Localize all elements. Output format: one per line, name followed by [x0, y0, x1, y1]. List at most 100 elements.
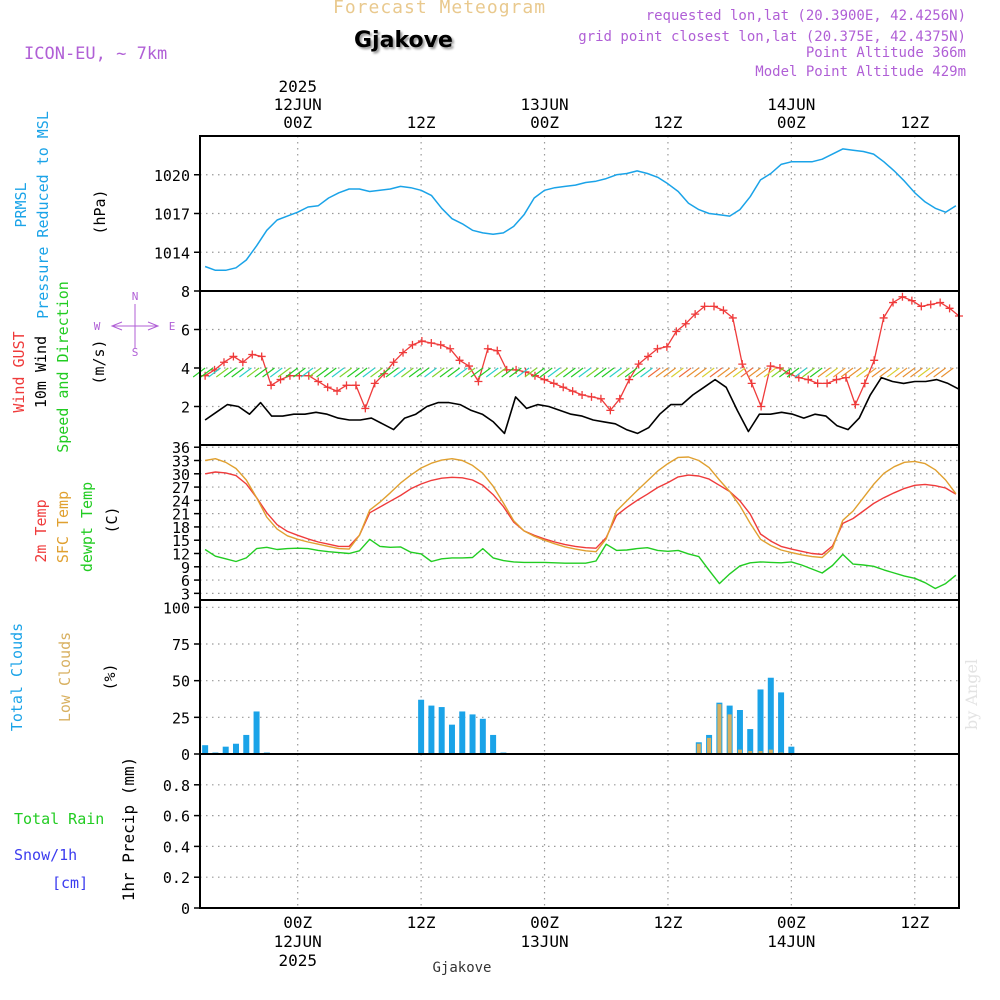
low-cloud-bar: [696, 743, 701, 754]
wind-direction-arrow: [524, 367, 538, 378]
wind-direction-arrow: [725, 367, 738, 378]
wind-direction-arrow: [794, 367, 808, 378]
wind-gust-marker: [851, 400, 860, 409]
y-tick-label: 0: [181, 746, 190, 764]
temp-sfc-line: [204, 456, 957, 559]
wind-gust-marker: [653, 344, 662, 353]
wind-gust-marker: [559, 383, 568, 392]
wind-direction-arrow: [617, 367, 630, 378]
wind-direction-arrow: [254, 367, 268, 378]
wind-unit-label: (m/s): [90, 339, 108, 384]
wind-direction-arrow: [701, 367, 715, 378]
low-cloud-bar: [717, 704, 722, 754]
panel-frame: [199, 599, 960, 755]
wind-gust-marker: [738, 360, 747, 369]
y-tick-label: 25: [172, 709, 190, 727]
wind-direction-arrow: [709, 367, 723, 378]
pressure-unit-label: (hPa): [91, 189, 109, 234]
y-tick-label: 18: [172, 519, 190, 537]
wind-gust-marker: [257, 352, 266, 361]
dewpt-line: [204, 538, 957, 590]
wind-direction-arrow: [640, 367, 653, 378]
wind-direction-arrow: [593, 367, 607, 378]
top-time-label: 12JUN: [274, 95, 322, 114]
low-cloud-bar: [727, 714, 732, 754]
top-time-label: 00Z: [283, 113, 312, 132]
wind-direction-arrow: [917, 367, 931, 378]
wind-direction-arrow: [833, 367, 846, 378]
y-tick-label: 6: [181, 572, 190, 590]
y-tick-label: 6: [181, 322, 190, 340]
wind-direction-arrow: [856, 367, 869, 378]
y-tick-label: 75: [172, 636, 190, 654]
wind-direction-arrow: [269, 367, 283, 378]
wind-direction-arrow: [717, 367, 730, 378]
wind-direction-arrow: [470, 367, 484, 378]
wind-direction-arrow: [331, 367, 345, 378]
wind-direction-arrow: [771, 367, 784, 378]
wind-gust-marker: [766, 362, 775, 371]
wind-direction-arrow: [671, 367, 684, 378]
location-title: Gjakove: [354, 28, 453, 53]
series-lines: [200, 148, 960, 909]
wind-gust-marker: [333, 387, 342, 396]
wind-gust-marker: [370, 379, 379, 388]
wind-gust-marker: [314, 377, 323, 386]
wind-direction-arrow: [825, 367, 838, 378]
requested-coords: requested lon,lat (20.3900E, 42.4256N): [645, 8, 966, 24]
wind-gust-marker: [238, 358, 247, 367]
temp-2m-line: [204, 471, 957, 556]
wind-gust-marker: [700, 302, 709, 311]
wind-gust-marker: [813, 379, 822, 388]
wind-gust-marker: [634, 360, 643, 369]
wind-direction-arrow: [871, 367, 885, 378]
wind-gust-marker: [794, 373, 803, 382]
y-tick-label: 24: [172, 492, 190, 510]
wind-gust-marker: [747, 379, 756, 388]
wind-direction-arrow: [902, 367, 916, 378]
compass-south: S: [132, 346, 139, 359]
wind-gust-marker: [474, 377, 483, 386]
y-tick-label: 1017: [154, 206, 190, 224]
wind-gust-marker: [709, 302, 718, 311]
wind-direction-arrow: [570, 367, 584, 378]
wind-gust-marker: [427, 338, 436, 347]
total-cloud-bar: [438, 707, 445, 754]
wind-gust-marker: [606, 406, 615, 415]
wind-speed-line: [204, 376, 960, 435]
wind-gust-marker: [464, 362, 473, 371]
y-tick-label: 1020: [154, 167, 190, 185]
total-cloud-bar: [490, 734, 497, 754]
y-tick-label: 1014: [154, 244, 190, 262]
wind-gust-marker: [879, 313, 888, 322]
prmsl-line: [204, 148, 957, 272]
wind-direction-arrow: [894, 367, 908, 378]
y-tick-label: 0: [181, 900, 190, 918]
wind-direction-arrow: [586, 367, 599, 378]
wind-direction-arrow: [786, 367, 800, 378]
wind-direction-arrow: [663, 367, 676, 378]
wind-direction-arrow: [624, 367, 638, 378]
wind-direction-arrow: [431, 367, 445, 378]
wind-direction-arrow: [323, 367, 337, 378]
y-tick-label: 33: [172, 453, 190, 471]
y-tick-label: 15: [172, 532, 190, 550]
compass-rose-icon: [110, 304, 160, 348]
wind-gust-marker: [917, 302, 926, 311]
y-tick-label: 3: [181, 585, 190, 603]
wind-direction-arrow: [416, 367, 430, 378]
wind-gust-marker: [832, 375, 841, 384]
pressure-label: Pressure Reduced to MSL: [34, 111, 52, 319]
wind-gust-marker: [568, 387, 577, 396]
wind-direction-arrow: [532, 367, 545, 378]
wind-direction-arrow: [447, 367, 461, 378]
wind-10m-label: 10m Wind: [32, 336, 50, 408]
low-clouds-label: Low Clouds: [56, 632, 74, 722]
wind-gust-marker: [521, 367, 530, 376]
y-tick-label: 8: [181, 283, 190, 301]
wind-direction-arrow: [262, 367, 275, 378]
total-cloud-bar: [232, 743, 239, 754]
wind-direction-arrow: [455, 367, 468, 378]
wind-direction-arrow: [377, 367, 391, 378]
wind-direction-arrow: [748, 367, 761, 378]
